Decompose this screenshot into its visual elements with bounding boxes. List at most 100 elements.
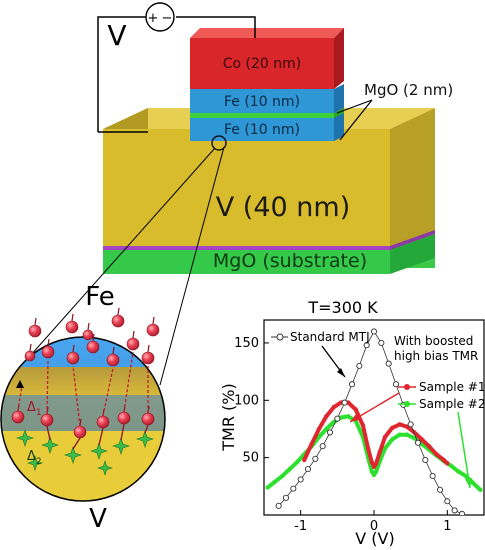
bias-circuit: + − V	[97, 2, 256, 133]
data-point	[414, 439, 422, 446]
data-point	[434, 452, 439, 457]
x-axis-label: V (V)	[355, 529, 394, 548]
data-point	[319, 443, 326, 450]
data-point	[378, 339, 385, 346]
data-point	[436, 486, 444, 493]
spin-arrow-icon	[72, 437, 81, 450]
data-point	[456, 469, 461, 474]
legend-label: Standard MTJ	[290, 330, 370, 344]
substrate-label: MgO (substrate)	[213, 250, 367, 272]
data-point	[297, 476, 304, 483]
legend-label: Sample #2	[419, 397, 485, 411]
legend-marker	[404, 401, 410, 407]
data-point	[429, 472, 436, 480]
pointer-arrow-icon	[457, 411, 471, 489]
voltage-label: V	[107, 19, 126, 52]
data-point	[331, 404, 336, 410]
data-point	[470, 480, 476, 486]
arrowhead-icon	[337, 368, 345, 377]
data-point	[341, 399, 348, 406]
inset-diagram: Fe V Δ1 Δ2	[0, 282, 166, 534]
spin-arrow-icon	[46, 425, 51, 441]
data-point	[363, 342, 370, 349]
data-point	[419, 437, 424, 442]
legend-label: Sample #1	[419, 380, 485, 394]
data-point	[346, 414, 351, 419]
data-point	[324, 426, 329, 432]
data-point	[302, 457, 307, 463]
data-point	[290, 485, 297, 492]
data-point	[324, 414, 329, 419]
data-point	[316, 426, 322, 432]
arrowhead-icon	[465, 478, 472, 488]
data-point	[374, 469, 379, 474]
plot-frame	[263, 319, 485, 516]
electron-sphere-icon	[66, 344, 80, 365]
plus-sign: +	[148, 11, 159, 26]
electron-sphere-icon	[24, 343, 36, 362]
layer-stack: Co (20 nm) Fe (10 nm) Fe (10 nm) V (40 n…	[103, 28, 453, 274]
v-layer-label: V (40 nm)	[216, 192, 350, 223]
data-point	[353, 407, 358, 412]
dashed-tunneling-arrow-icon	[17, 384, 23, 412]
data-point	[326, 429, 334, 436]
dashed-tunneling-arrow-icon	[123, 351, 134, 413]
pointer-arrow-icon	[349, 392, 400, 423]
data-point	[280, 473, 285, 479]
voltage-source-icon	[145, 2, 175, 32]
data-point	[356, 362, 363, 369]
data-point	[422, 456, 429, 463]
series-sample-1	[302, 400, 450, 470]
data-point	[441, 457, 446, 463]
data-point	[371, 464, 377, 470]
co-label: Co (20 nm)	[223, 56, 302, 72]
inset-border	[0, 336, 166, 502]
star-defect-icon	[64, 446, 82, 464]
dashed-tunneling-arrow-icon	[72, 365, 81, 427]
data-point	[397, 432, 402, 437]
x-tick-label: -1	[294, 519, 307, 534]
spin-arrow-icon	[120, 423, 125, 441]
star-defect-icon	[16, 429, 34, 447]
data-point	[463, 473, 468, 479]
arrowhead-icon	[350, 414, 359, 422]
y-tick-label: 100	[234, 393, 259, 408]
delta2-label: Δ2	[27, 449, 42, 467]
data-point	[426, 443, 432, 449]
data-point	[312, 455, 319, 462]
data-point	[369, 460, 374, 465]
legend-marker	[404, 384, 410, 390]
data-point	[478, 487, 483, 492]
zoom-indicator	[21, 135, 227, 386]
electron-sphere-icon	[82, 322, 94, 341]
data-point	[287, 466, 292, 472]
electron-sphere-icon	[146, 316, 160, 337]
electron-sphere-icon	[65, 313, 79, 334]
dashed-tunneling-arrow-icon	[102, 367, 114, 417]
data-point	[451, 507, 458, 514]
series-layer	[265, 328, 483, 515]
mgo-barrier-layer	[190, 108, 344, 118]
fe-bottom-label: Fe (10 nm)	[224, 122, 300, 138]
spin-arrow-icon	[98, 427, 104, 446]
chart-annotations: With boosted high bias TMR Standard MTJ Sam…	[271, 330, 485, 489]
star-defect-icon	[136, 430, 154, 448]
data-point	[397, 422, 402, 427]
mgo-label: MgO (2 nm)	[364, 81, 453, 99]
minus-sign: −	[162, 11, 173, 26]
electron-sphere-icon	[141, 344, 155, 365]
inset-v-label: V	[89, 504, 107, 534]
data-point	[390, 425, 395, 431]
inset-objects	[11, 307, 160, 476]
star-defect-icon	[41, 436, 59, 454]
star-defect-icon	[112, 437, 130, 455]
data-point	[392, 381, 400, 388]
electron-sphere-icon	[111, 307, 125, 328]
x-tick-label: 0	[370, 519, 378, 534]
chart-title: T=300 K	[307, 298, 378, 317]
data-point	[365, 446, 371, 451]
data-point	[404, 432, 410, 437]
data-point	[390, 437, 395, 442]
